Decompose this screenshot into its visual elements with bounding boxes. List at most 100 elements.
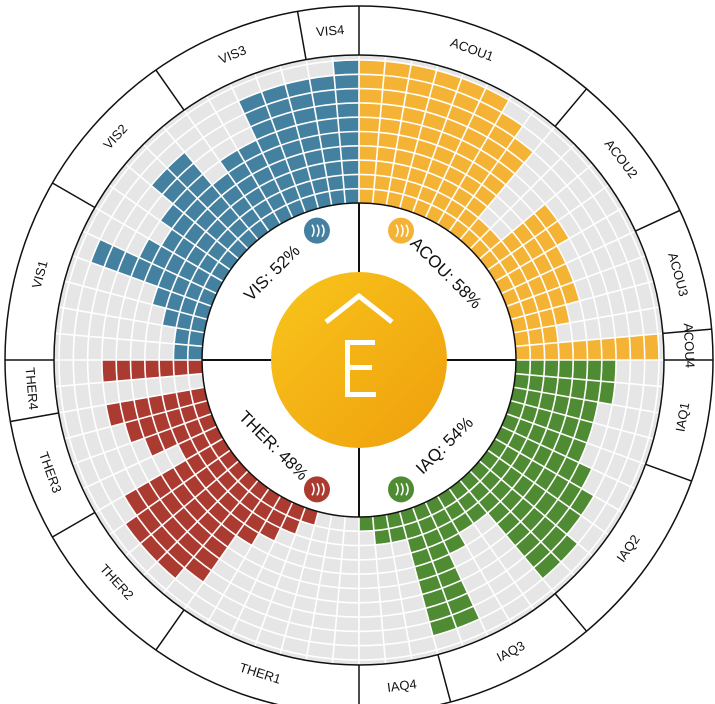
wedge-divider	[65, 399, 208, 440]
logo-roof	[324, 292, 394, 324]
wedge-divider	[500, 230, 635, 295]
wedge-divider	[95, 437, 224, 513]
wedge-divider	[513, 386, 659, 414]
wedge-divider	[109, 449, 231, 536]
bar	[449, 480, 488, 524]
logo-letter	[345, 340, 376, 397]
wedge-divider	[506, 255, 645, 308]
bar	[506, 400, 594, 444]
bar	[138, 238, 224, 294]
wedge-divider	[371, 516, 387, 663]
group-icon	[303, 217, 330, 244]
wedge-divider	[385, 514, 413, 660]
bar	[494, 426, 593, 489]
bar	[151, 168, 248, 260]
wedge-divider	[279, 66, 320, 209]
item-divider	[554, 88, 588, 127]
wedge-divider	[510, 280, 653, 321]
wedge-divider	[448, 488, 535, 610]
bar	[177, 426, 224, 460]
wedge-divider	[487, 184, 609, 271]
wedge-divider	[229, 84, 294, 219]
bar	[105, 387, 208, 427]
wedge-divider	[162, 126, 259, 241]
wedge-divider	[56, 332, 203, 348]
wedge-divider	[411, 507, 464, 646]
wedge-divider	[83, 230, 218, 295]
bar	[300, 507, 319, 526]
bar	[513, 325, 559, 347]
wedge-divider	[125, 163, 240, 260]
bar	[425, 495, 467, 555]
item-divider	[645, 463, 692, 482]
wedge-divider	[109, 184, 231, 271]
wedge-divider	[398, 511, 439, 654]
wedge-divider	[385, 60, 413, 206]
bar	[487, 220, 570, 282]
wedge-divider	[254, 507, 307, 646]
wedge-divider	[305, 60, 333, 206]
bar	[494, 245, 567, 294]
wedge-divider	[206, 96, 282, 225]
group-icon-glyph	[395, 224, 409, 238]
group-icon-glyph	[311, 482, 325, 496]
wedge-divider	[73, 255, 212, 308]
group-icon	[303, 476, 330, 503]
wedge-divider	[487, 449, 609, 536]
wedge-divider	[125, 460, 240, 557]
wedge-divider	[506, 412, 645, 465]
wedge-divider	[478, 460, 593, 557]
bar	[470, 460, 578, 563]
bar	[124, 400, 212, 444]
item-label: THER4	[22, 367, 41, 411]
wedge-divider	[398, 66, 439, 209]
bar	[212, 172, 269, 240]
wedge-divider	[59, 306, 205, 334]
wedge-divider	[65, 280, 208, 321]
item-divider	[662, 328, 712, 335]
wedge-divider	[206, 495, 282, 624]
wedge-divider	[469, 144, 575, 250]
wedge-divider	[515, 372, 662, 388]
item-divider	[155, 609, 185, 651]
bar	[123, 438, 231, 516]
wedge-divider	[510, 399, 653, 440]
wedge-divider	[95, 207, 224, 283]
bar	[412, 502, 480, 629]
bar	[101, 360, 203, 383]
bar	[515, 360, 617, 383]
wedge-divider	[500, 425, 635, 490]
wedge-divider	[56, 372, 203, 388]
wedge-divider	[305, 514, 333, 660]
bar	[167, 152, 259, 249]
bar	[359, 516, 374, 532]
item-divider	[10, 412, 59, 423]
wedge-divider	[229, 501, 294, 636]
bar	[437, 488, 474, 534]
item-divider	[437, 654, 452, 703]
bar	[479, 203, 558, 270]
bar	[437, 112, 523, 232]
wedge-divider	[162, 479, 259, 594]
marks	[55, 56, 663, 664]
item-divider	[155, 69, 185, 111]
bar	[156, 471, 259, 579]
item-label: ACOU4	[681, 323, 698, 368]
bar	[236, 488, 281, 546]
group-icon-glyph	[311, 224, 325, 238]
wedge-divider	[436, 495, 512, 624]
wedge-divider	[143, 144, 249, 250]
wedge-divider	[279, 511, 320, 654]
wedge-divider	[331, 516, 347, 663]
item-label: VIS1	[29, 259, 51, 290]
wedge-divider	[469, 470, 575, 576]
bar	[90, 239, 217, 307]
item-label: VIS4	[315, 22, 344, 39]
wedge-divider	[411, 74, 464, 213]
bar	[219, 149, 281, 232]
wedge-divider	[448, 110, 535, 232]
bar	[160, 203, 239, 270]
group-icon	[388, 476, 415, 503]
bar	[259, 495, 293, 542]
wedge-divider	[459, 126, 556, 241]
